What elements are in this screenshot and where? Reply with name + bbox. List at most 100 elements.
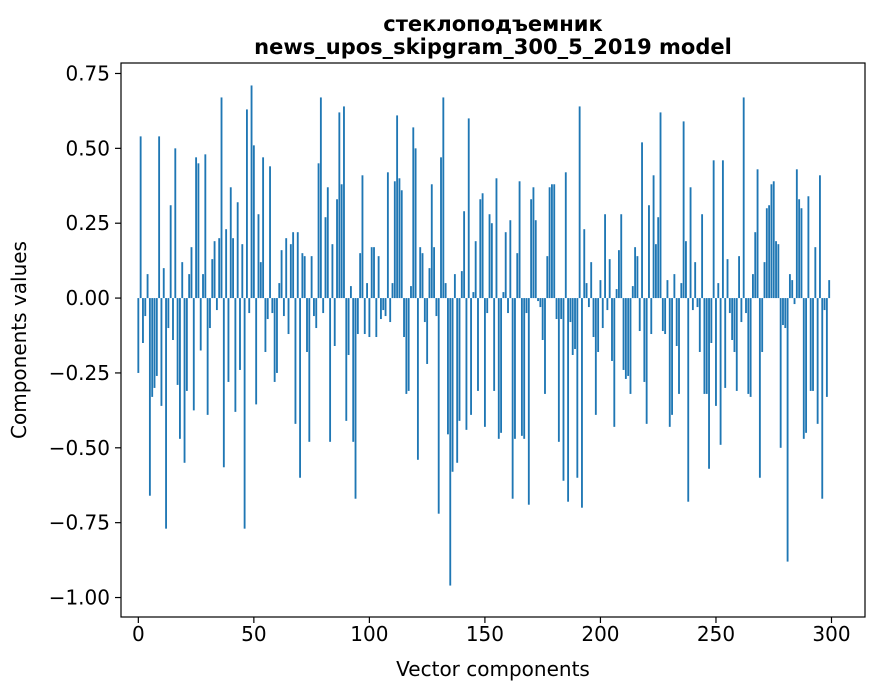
bar	[597, 298, 600, 352]
bar	[648, 205, 650, 299]
bar	[553, 184, 556, 299]
y-tick-label: −0.25	[49, 361, 110, 385]
bar	[322, 298, 325, 314]
bar	[763, 262, 766, 299]
bar	[664, 298, 667, 335]
bar	[654, 244, 657, 299]
bar	[604, 214, 606, 299]
bar	[726, 259, 729, 299]
bar	[192, 298, 195, 411]
bar	[447, 298, 449, 435]
bar	[507, 298, 509, 314]
bar	[167, 298, 170, 329]
bar	[243, 298, 246, 529]
bar	[495, 178, 498, 299]
bar	[465, 298, 468, 430]
bar	[701, 214, 704, 299]
bar	[821, 298, 824, 499]
bar	[294, 298, 297, 424]
bar	[269, 166, 271, 299]
bar	[229, 187, 232, 299]
bar	[324, 217, 327, 299]
bar	[634, 247, 637, 299]
bar	[606, 298, 609, 311]
bar	[218, 238, 221, 299]
bar	[715, 298, 717, 406]
bar	[315, 298, 318, 329]
bar	[246, 109, 248, 299]
bar	[340, 184, 343, 299]
bar	[541, 298, 544, 340]
bar	[532, 187, 535, 299]
bar	[470, 298, 472, 415]
bar	[430, 184, 433, 299]
bar	[666, 280, 669, 299]
x-tick-label: 100	[350, 622, 388, 646]
bar	[144, 298, 147, 317]
bar	[530, 199, 533, 299]
bar	[262, 157, 265, 299]
bar	[391, 283, 394, 299]
bar	[169, 205, 172, 299]
bar	[463, 211, 466, 299]
bar	[698, 298, 701, 352]
bar	[585, 283, 588, 299]
bar	[724, 298, 727, 388]
bar	[800, 208, 803, 299]
bar	[631, 286, 634, 299]
bar	[310, 256, 313, 299]
bar	[165, 298, 167, 529]
bar	[250, 85, 253, 299]
bar	[620, 214, 623, 299]
bar	[708, 298, 710, 469]
y-tick-label: −0.75	[49, 511, 110, 535]
bar	[641, 142, 643, 299]
bar	[765, 208, 768, 299]
bar	[520, 298, 523, 436]
y-tick-label: 0.00	[65, 286, 110, 310]
bar	[363, 298, 366, 335]
bar	[179, 298, 181, 439]
bar	[139, 136, 142, 299]
bar	[627, 298, 630, 376]
bar	[213, 241, 216, 299]
bar	[252, 145, 255, 299]
bar	[682, 121, 685, 299]
bar	[306, 298, 308, 352]
bar	[181, 262, 184, 299]
bar	[738, 256, 740, 299]
bar	[728, 298, 731, 314]
bar	[264, 298, 267, 352]
bar	[784, 298, 787, 329]
bar	[546, 256, 549, 299]
bar	[259, 262, 262, 299]
bar	[557, 298, 560, 442]
bar	[752, 274, 754, 299]
bar	[659, 112, 662, 299]
bar	[488, 214, 491, 299]
bar	[190, 247, 193, 299]
bar	[608, 259, 611, 299]
bar	[266, 298, 269, 320]
bar	[823, 298, 826, 311]
bar	[802, 298, 805, 439]
bar	[225, 229, 228, 299]
y-tick-label: 0.75	[65, 61, 110, 85]
bar	[622, 298, 625, 370]
bar	[562, 298, 565, 481]
bar	[615, 289, 618, 299]
bar	[338, 112, 341, 299]
y-tick-label: 0.50	[65, 136, 110, 160]
bar	[576, 298, 579, 478]
bar	[618, 250, 620, 299]
bar	[456, 298, 459, 463]
bar	[740, 298, 743, 323]
bar	[453, 274, 456, 299]
bar	[185, 298, 188, 391]
bar	[393, 181, 396, 299]
bar	[793, 298, 796, 305]
bar	[680, 283, 683, 299]
bar	[336, 199, 338, 299]
bar	[220, 97, 223, 299]
